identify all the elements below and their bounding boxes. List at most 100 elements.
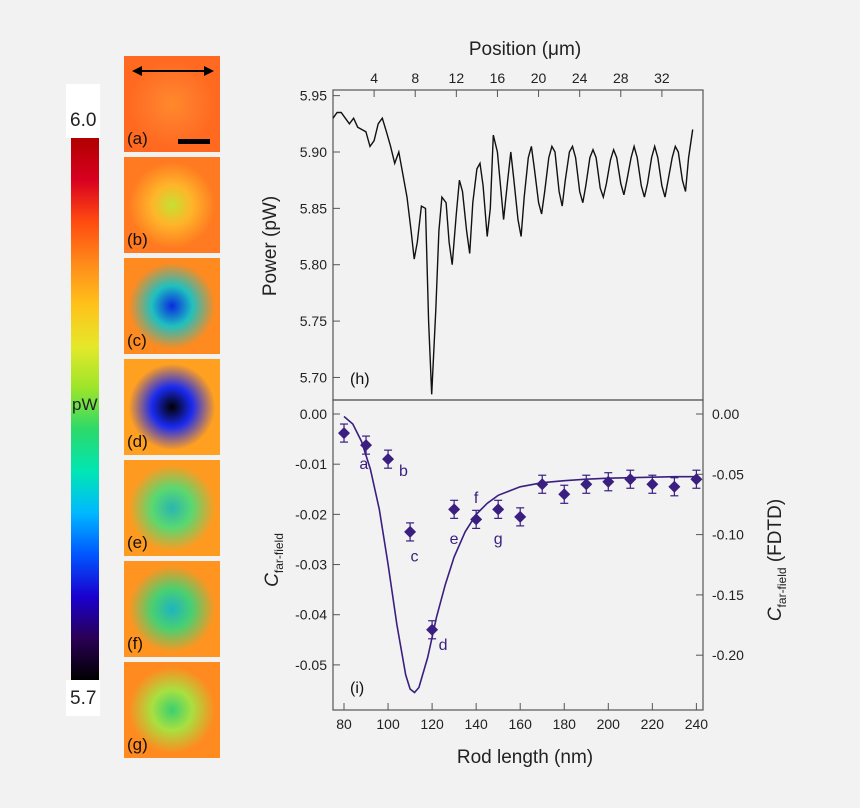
i-y-right-tick-label: -0.15: [712, 587, 744, 603]
map-panel-e: [124, 460, 220, 556]
i-y-right-tick-label: -0.10: [712, 527, 744, 543]
data-point: [624, 469, 637, 489]
h-y-tick-label: 5.80: [300, 257, 327, 273]
diamond-marker: [492, 503, 505, 516]
map-label-e: (e): [127, 533, 148, 552]
h-x-tick-label: 32: [654, 70, 670, 86]
chart-i-x-axis-label: Rod length (nm): [457, 747, 593, 768]
i-y-right-tick-label: -0.05: [712, 466, 744, 482]
h-x-tick-label: 28: [613, 70, 629, 86]
diamond-marker: [404, 525, 417, 538]
chart-i-y-axis-label-left: Cfar-field: [262, 533, 286, 587]
i-y-right-tick-label: 0.00: [712, 406, 739, 422]
data-point: [470, 509, 483, 530]
data-point: [492, 499, 505, 519]
data-point: [404, 522, 417, 542]
chart-i: 80 100 120 140 160 180 200 220 240 0.00 -0.01 -0.0…: [262, 399, 789, 768]
map-label-c: (c): [127, 331, 147, 350]
i-x-tick-label: 160: [509, 716, 533, 732]
data-point: [514, 507, 527, 527]
colorbar-gradient: [71, 138, 99, 680]
data-point: [558, 484, 571, 504]
map-panel-g: [124, 662, 220, 758]
chart-i-point-labels: a b c d e f g: [359, 456, 502, 654]
point-label-c: c: [410, 549, 418, 566]
i-y-left-tick-label: -0.03: [295, 557, 327, 573]
diamond-marker: [668, 480, 681, 493]
c-left-sub: far-field: [272, 533, 286, 573]
c-left: C: [262, 573, 283, 587]
chart-h-x-ticks: 4 8 12 16 20 24 28 32: [370, 70, 670, 97]
point-label-g: g: [494, 531, 503, 548]
i-y-left-tick-label: -0.02: [295, 506, 327, 522]
data-point: [360, 435, 373, 455]
i-x-tick-label: 240: [685, 716, 709, 732]
point-label-f: f: [474, 490, 479, 507]
diamond-marker: [602, 475, 615, 488]
chart-h-frame: [332, 89, 704, 401]
h-y-tick-label: 5.70: [300, 369, 327, 385]
i-x-tick-label: 200: [597, 716, 621, 732]
point-label-b: b: [399, 463, 408, 480]
i-y-left-tick-label: -0.01: [295, 456, 327, 472]
c-right: C: [765, 607, 786, 621]
h-x-tick-label: 20: [531, 70, 547, 86]
chart-h-y-ticks: 5.70 5.75 5.80 5.85 5.90 5.95: [300, 88, 340, 385]
map-panel-c: [124, 258, 220, 354]
i-y-left-tick-label: -0.05: [295, 657, 327, 673]
diamond-marker: [514, 510, 527, 523]
map-label-b: (b): [127, 230, 148, 249]
chart-i-panel-label: (i): [350, 680, 364, 697]
h-y-tick-label: 5.85: [300, 200, 327, 216]
data-point: [668, 477, 681, 497]
colorbar-unit-label: pW: [72, 395, 98, 414]
chart-h-x-axis-label: Position (μm): [469, 39, 581, 60]
chart-i-fdtd-curve: [343, 415, 697, 694]
chart-i-y-ticks-right: 0.00 -0.05 -0.10 -0.15 -0.20: [696, 406, 744, 663]
map-label-a: (a): [127, 129, 148, 148]
colorbar-min-label: 5.7: [70, 688, 96, 709]
point-label-e: e: [450, 531, 459, 548]
data-point: [338, 423, 351, 443]
colorbar-max-label: 6.0: [70, 110, 96, 131]
diamond-marker: [690, 473, 703, 486]
h-x-tick-label: 12: [449, 70, 465, 86]
chart-h-power-line: [332, 111, 694, 395]
diamond-marker: [448, 503, 461, 516]
map-label-g: (g): [127, 735, 148, 754]
data-point: [690, 469, 703, 489]
c-right-sub: far-field: [775, 567, 789, 607]
diamond-marker: [624, 473, 637, 486]
scale-bar: [178, 139, 210, 144]
h-x-tick-label: 8: [411, 70, 419, 86]
data-point: [536, 474, 549, 494]
diamond-marker: [536, 478, 549, 491]
i-x-tick-label: 120: [420, 716, 444, 732]
h-x-tick-label: 16: [490, 70, 506, 86]
map-panel-d: [124, 359, 220, 455]
h-x-tick-label: 4: [370, 70, 378, 86]
diamond-marker: [426, 623, 439, 636]
arrow-left-head: [132, 66, 142, 76]
diamond-marker: [558, 488, 571, 501]
h-y-tick-label: 5.90: [300, 144, 327, 160]
chart-i-x-ticks: 80 100 120 140 160 180 200 220 240: [336, 703, 708, 732]
i-x-tick-label: 220: [641, 716, 665, 732]
map-label-d: (d): [127, 432, 148, 451]
chart-i-y-ticks-left: 0.00 -0.01 -0.02 -0.03 -0.04 -0.05: [295, 406, 340, 673]
diamond-marker: [382, 453, 395, 466]
colorbar-top-box: [66, 84, 100, 138]
colorbar: 6.0 5.7 pW: [66, 84, 100, 716]
data-point: [646, 474, 659, 494]
i-y-left-tick-label: 0.00: [300, 406, 327, 422]
i-x-tick-label: 80: [336, 716, 352, 732]
chart-i-y-axis-label-right: Cfar-field (FDTD): [765, 499, 789, 621]
map-panel-f: [124, 561, 220, 657]
chart-h-panel-label: (h): [350, 371, 370, 388]
data-point: [382, 449, 395, 469]
c-right-suffix: (FDTD): [765, 499, 786, 568]
diamond-marker: [360, 439, 373, 452]
map-label-f: (f): [127, 634, 143, 653]
data-point: [580, 474, 593, 494]
